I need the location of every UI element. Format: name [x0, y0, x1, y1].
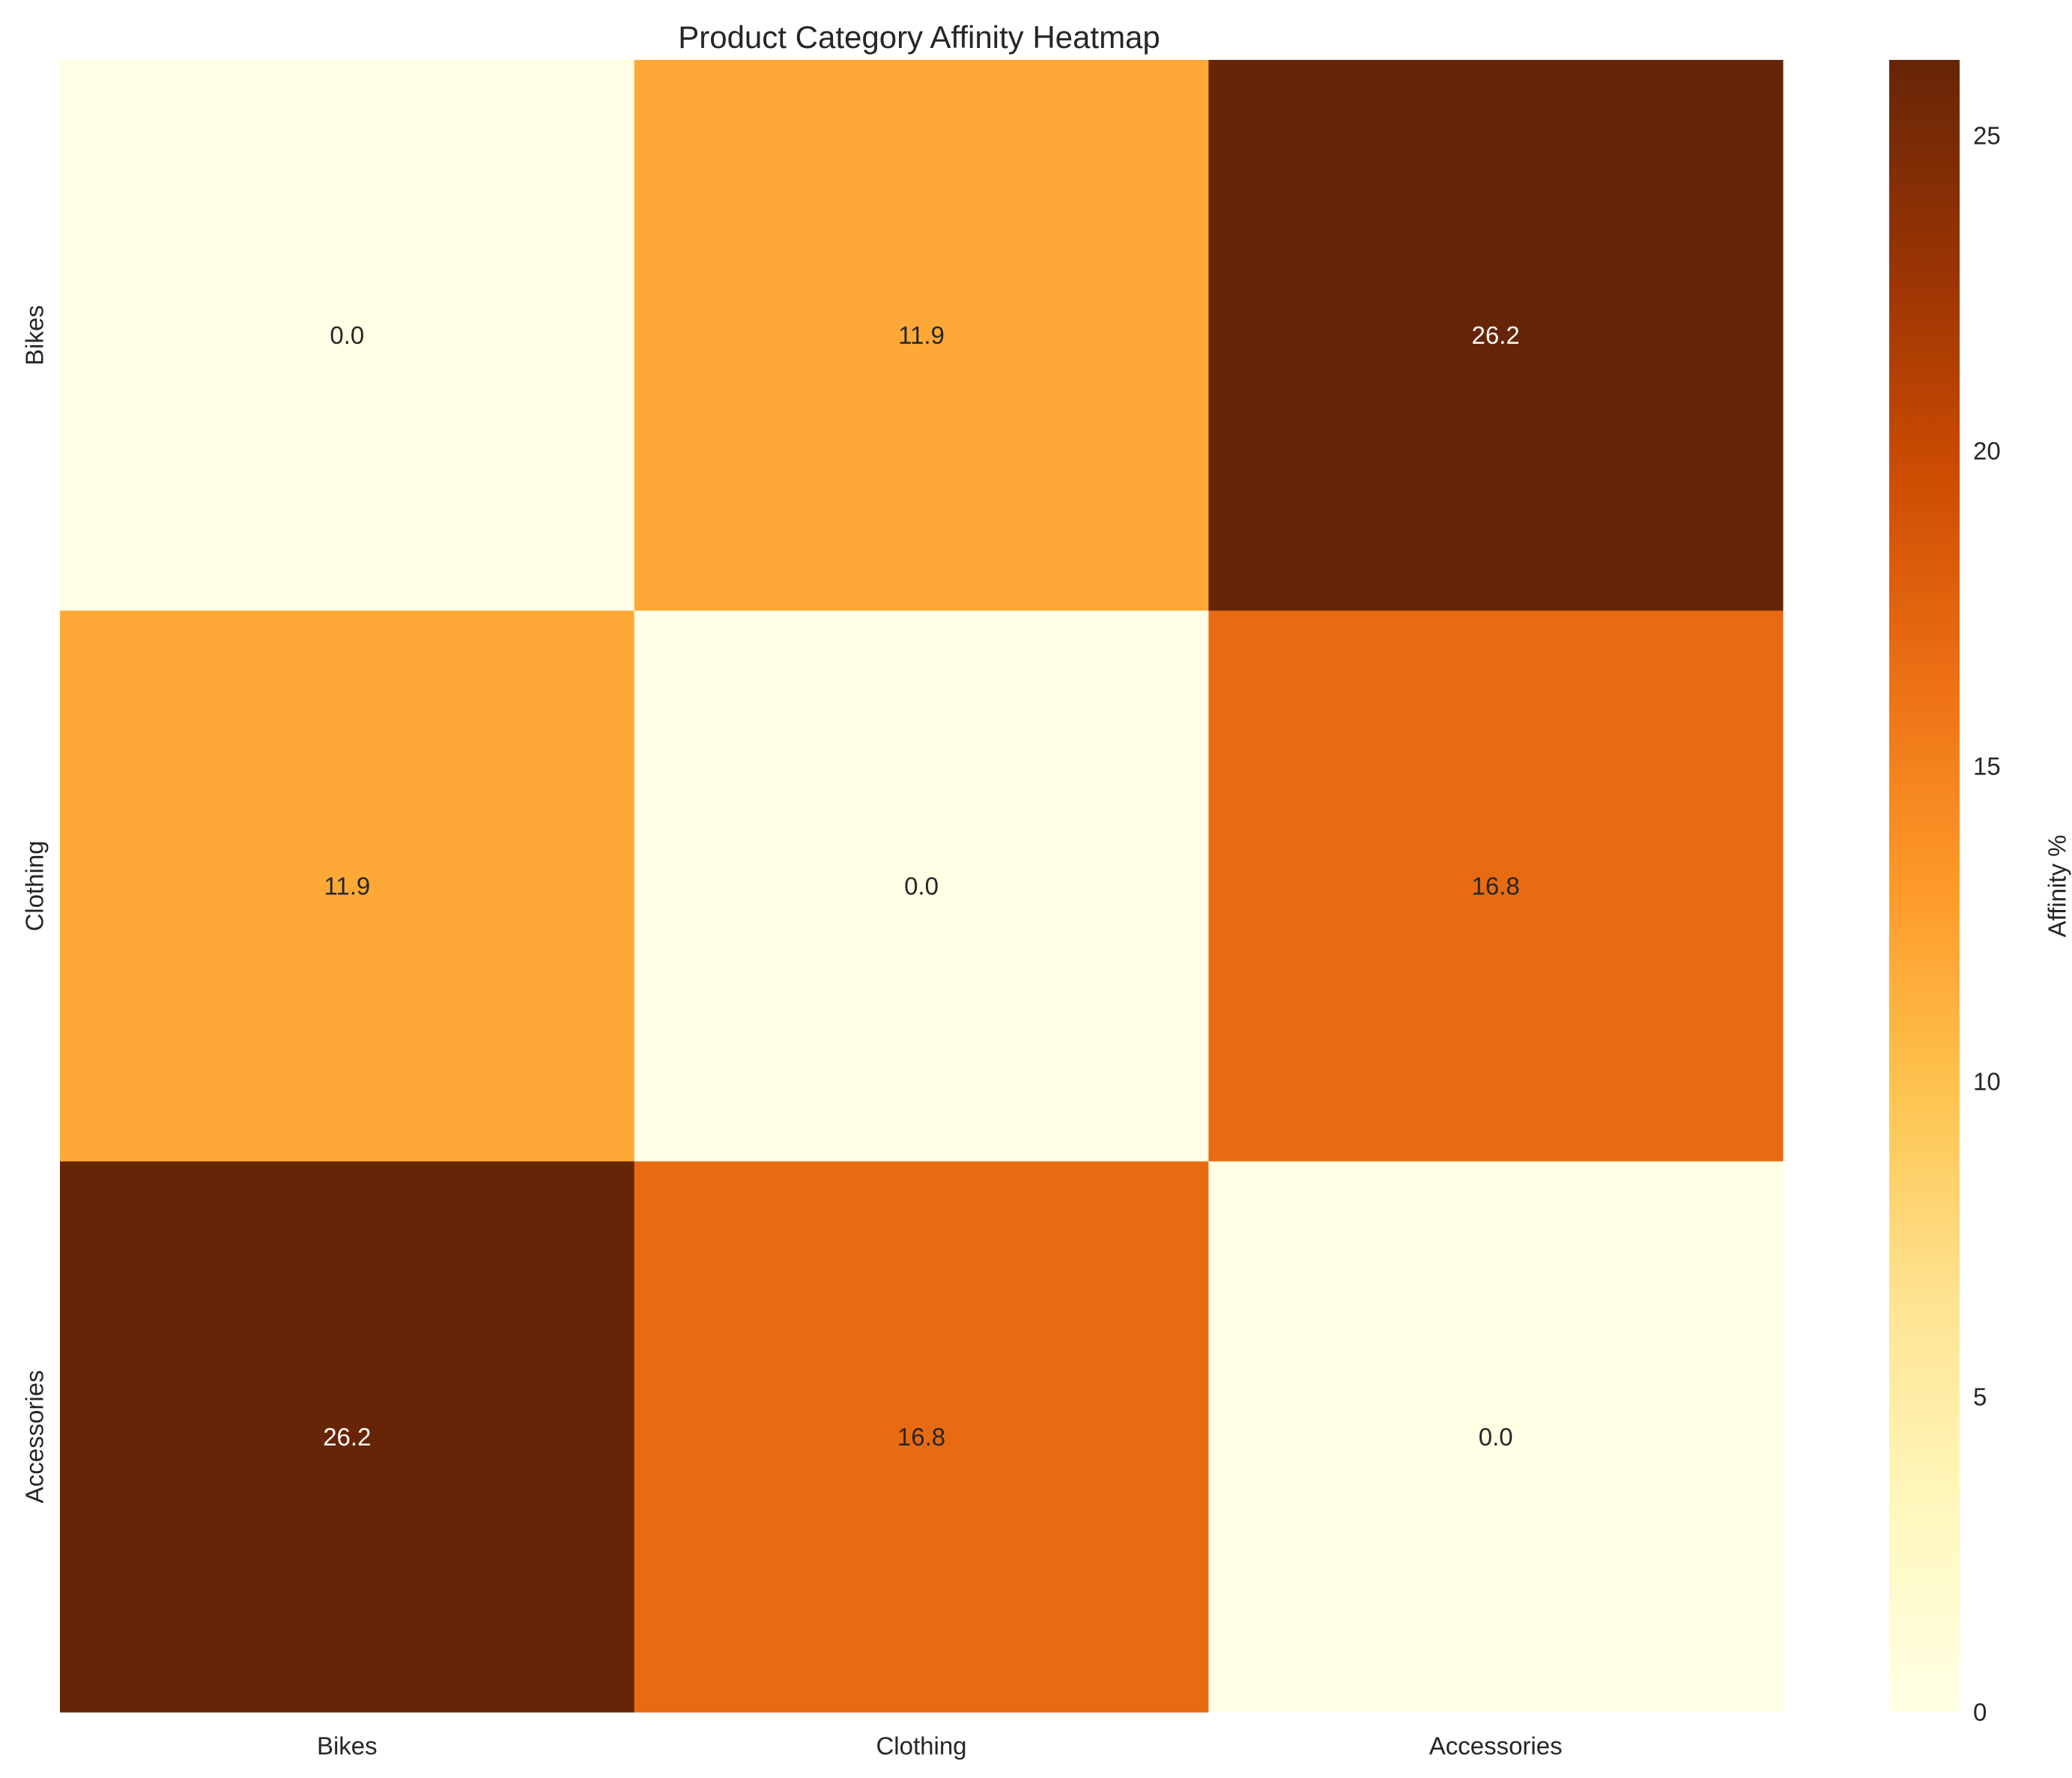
colorbar-tick-label: 10: [1973, 1068, 2001, 1096]
y-tick-label: Accessories: [21, 1370, 49, 1503]
heatmap-cell: [60, 60, 635, 611]
heatmap-cell: [60, 1161, 635, 1713]
cell-value-label: 0.0: [904, 873, 939, 900]
x-tick-label: Clothing: [876, 1732, 966, 1760]
heatmap-cell: [634, 1161, 1209, 1713]
colorbar-tick-label: 15: [1973, 753, 2001, 780]
heatmap-cells: [60, 60, 1784, 1713]
x-tick-label: Bikes: [317, 1732, 378, 1760]
cell-value-label: 0.0: [1479, 1423, 1513, 1451]
heatmap-cell: [634, 610, 1209, 1162]
colorbar-ticks: 0 5 10 15 20 25: [1973, 122, 2001, 1726]
cell-value-label: 26.2: [1472, 321, 1520, 349]
heatmap-cell: [634, 60, 1209, 611]
y-tick-label: Clothing: [21, 840, 49, 931]
cell-value-label: 11.9: [898, 321, 945, 349]
cell-value-label: 11.9: [324, 873, 370, 900]
colorbar-tick-label: 25: [1973, 122, 2001, 150]
colorbar-tick-label: 5: [1973, 1383, 1987, 1411]
chart-title: Product Category Affinity Heatmap: [678, 19, 1160, 55]
colorbar-tick-label: 20: [1973, 437, 2001, 465]
x-axis-tick-labels: Bikes Clothing Accessories: [317, 1732, 1563, 1760]
y-tick-label: Bikes: [21, 305, 49, 365]
cell-value-label: 16.8: [897, 1423, 945, 1451]
colorbar: 0 5 10 15 20 25 Affinity %: [1889, 60, 2071, 1726]
heatmap-annotations: 0.0 11.9 26.2 11.9 0.0 16.8 26.2 16.8 0.0: [323, 321, 1520, 1451]
cell-value-label: 0.0: [330, 321, 364, 349]
heatmap-cell: [1208, 60, 1784, 611]
colorbar-label: Affinity %: [2044, 835, 2071, 938]
heatmap-cell: [60, 610, 635, 1162]
y-axis-tick-labels: Bikes Clothing Accessories: [21, 305, 49, 1503]
cell-value-label: 16.8: [1472, 873, 1520, 900]
colorbar-tick-label: 0: [1973, 1699, 1987, 1726]
cell-value-label: 26.2: [323, 1423, 371, 1451]
heatmap-cell: [1208, 1161, 1784, 1713]
x-tick-label: Accessories: [1429, 1732, 1563, 1760]
heatmap-cell: [1208, 610, 1784, 1162]
colorbar-gradient: [1889, 60, 1960, 1712]
